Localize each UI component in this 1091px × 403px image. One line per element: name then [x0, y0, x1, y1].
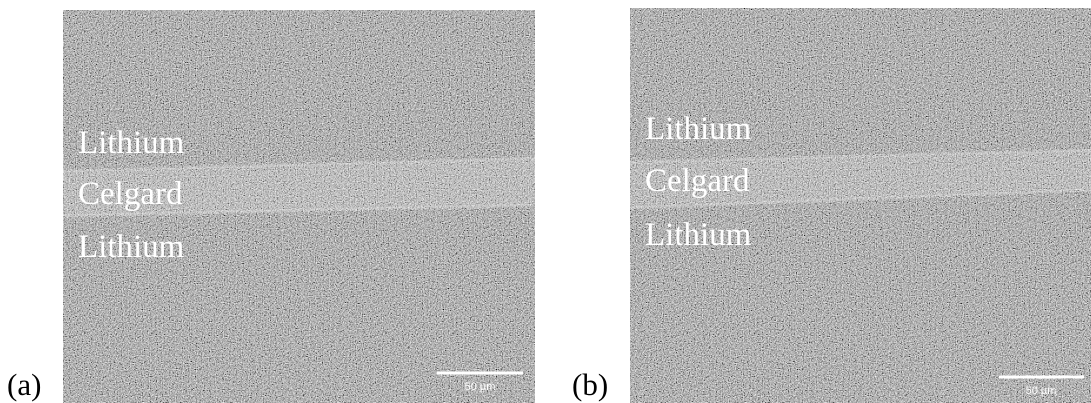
panel-b: Lithium Celgard Lithium 50 µm (b)	[572, 8, 1091, 403]
panel-label: (b)	[572, 367, 608, 402]
scale-bar-label: 50 µm	[1026, 385, 1057, 397]
scale-bar-label: 50 µm	[465, 381, 496, 393]
annotation: Celgard	[78, 176, 183, 212]
annotation: Lithium	[645, 111, 752, 147]
figure: Lithium Celgard Lithium 50 µm (a) Lithiu…	[0, 0, 1091, 403]
panel-a: Lithium Celgard Lithium 50 µm (a)	[7, 10, 535, 403]
annotation: Lithium	[78, 229, 185, 265]
annotation: Lithium	[78, 125, 185, 161]
annotation: Celgard	[645, 163, 750, 199]
panel-label: (a)	[7, 367, 41, 402]
annotation: Lithium	[645, 217, 752, 253]
